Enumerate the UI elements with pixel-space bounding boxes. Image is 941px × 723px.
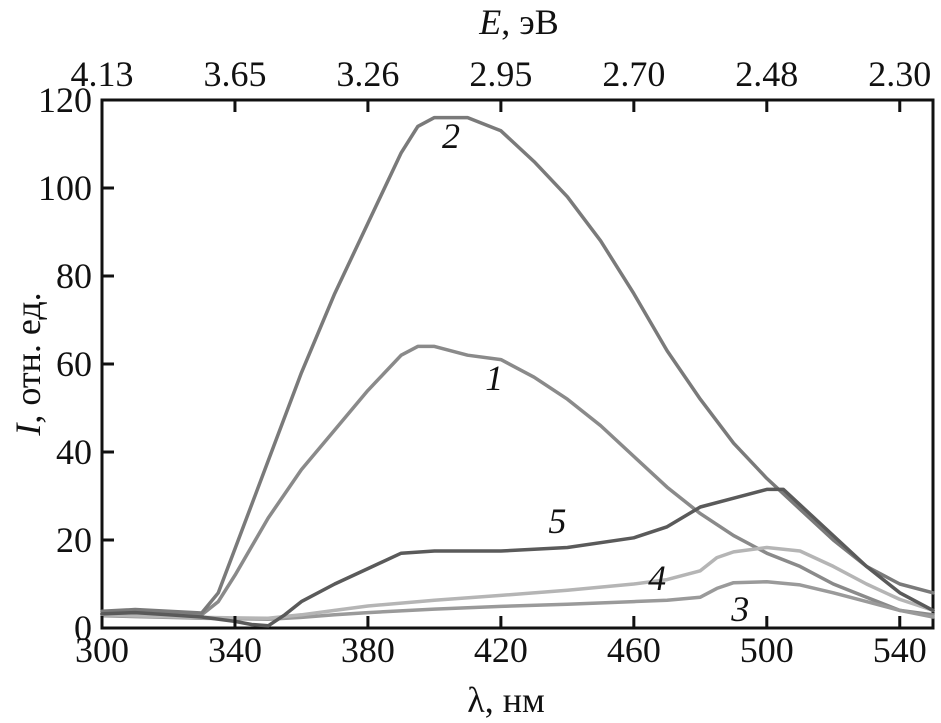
x-tick-label: 340 (208, 630, 262, 670)
top-tick-label: 2.70 (602, 54, 665, 94)
top-tick-label: 2.95 (469, 54, 532, 94)
x-tick-label: 380 (341, 630, 395, 670)
series-line-5 (100, 487, 935, 628)
series-label-1: 1 (485, 358, 503, 398)
top-axis-title: E, эВ (478, 2, 558, 42)
y-axis-title-rest: , отн. ед. (8, 292, 48, 423)
top-tick-label: 2.48 (735, 54, 798, 94)
series-label-5: 5 (548, 501, 566, 541)
top-tick-label: 4.13 (71, 54, 134, 94)
x-axis-title: λ, нм (467, 680, 545, 720)
y-tick-label: 40 (56, 432, 92, 472)
x-tick-label: 540 (873, 630, 927, 670)
top-tick-label: 3.65 (203, 54, 266, 94)
series-label-3: 3 (730, 589, 749, 629)
y-tick-label: 80 (56, 256, 92, 296)
y-axis-title: I, отн. ед. (8, 292, 48, 436)
top-tick-label: 2.30 (868, 54, 931, 94)
y-tick-label: 0 (74, 608, 92, 648)
series-layer (100, 115, 935, 628)
series-line-1 (100, 344, 935, 617)
y-tick-label: 120 (38, 80, 92, 120)
series-label-4: 4 (648, 558, 666, 598)
top-axis-title-symbol: E (478, 2, 501, 42)
series-labels: 1 2 3 4 5 (442, 116, 749, 629)
y-tick-label: 20 (56, 520, 92, 560)
y-axis-ticks: 0 20 40 60 80 100 120 (38, 80, 114, 648)
top-axis-title-rest: , эВ (501, 2, 558, 42)
y-axis-title-symbol: I (8, 422, 48, 437)
y-tick-label: 60 (56, 344, 92, 384)
x-axis-ticks: 300 340 380 420 460 500 540 (75, 616, 927, 670)
series-line-4 (100, 545, 935, 621)
x-tick-label: 300 (75, 630, 129, 670)
series-line-2 (100, 115, 935, 615)
top-axis-ticks: 4.13 3.65 3.26 2.95 2.70 2.48 2.30 (71, 54, 931, 112)
top-tick-label: 3.26 (336, 54, 399, 94)
y-tick-label: 100 (38, 168, 92, 208)
series-label-2: 2 (442, 116, 460, 156)
x-tick-label: 420 (474, 630, 528, 670)
x-tick-label: 460 (607, 630, 661, 670)
x-tick-label: 500 (740, 630, 794, 670)
